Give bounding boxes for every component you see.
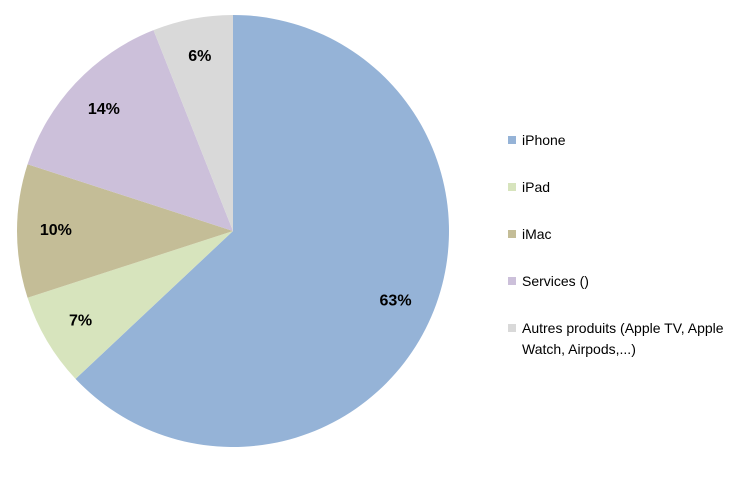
legend-label: iMac [522,226,552,242]
legend-item: Services () [508,271,754,292]
data-label: 63% [380,293,412,310]
data-label: 7% [69,312,92,329]
legend-swatch [508,324,516,332]
legend-swatch [508,230,516,238]
pie-slice [17,164,233,298]
pie-slice [27,231,233,379]
legend-item: Autres produits (Apple TV, Apple Watch, … [508,318,754,360]
legend-item: iPhone [508,130,754,151]
legend-swatch [508,277,516,285]
legend-label: Services () [522,273,589,289]
legend-label: iPad [522,179,551,195]
pie-slice [75,15,449,447]
data-label: 10% [40,222,72,239]
pie-slice [153,15,233,231]
legend-swatch [508,136,516,144]
legend-label: Autres produits (Apple TV, Apple Watch, … [522,320,724,357]
pie-slice [27,30,233,232]
legend-label: iPhone [522,132,566,148]
legend-item: iPad [508,177,754,198]
data-label: 14% [88,101,120,118]
legend-item: iMac [508,224,754,245]
legend-swatch [508,183,516,191]
data-label: 6% [188,48,211,65]
